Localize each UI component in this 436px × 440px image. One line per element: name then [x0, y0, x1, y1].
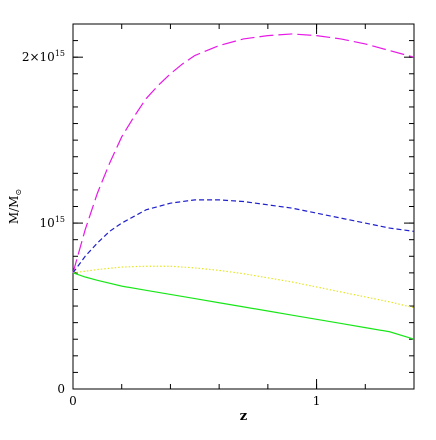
x-tick-label: 0 — [69, 394, 77, 408]
y-axis-label-subscript: ⊙ — [14, 189, 23, 196]
x-tick-label: 1 — [313, 394, 321, 408]
y-tick-label: 0 — [57, 382, 65, 396]
minor-ticks — [72, 23, 415, 390]
y-axis-label-main: M/M — [7, 196, 21, 225]
y-tick-label: 2×1015 — [22, 49, 65, 64]
y-axis-label: M/M⊙ — [7, 189, 23, 224]
series-line-3 — [72, 265, 415, 309]
major-ticks — [72, 24, 414, 390]
x-axis-label: z — [240, 409, 247, 424]
series-line-4 — [72, 272, 415, 340]
series-line-2 — [72, 199, 415, 274]
tick-labels: 0 1 0 1015 2×1015 — [22, 49, 321, 408]
plot-frame — [72, 23, 415, 390]
series-line-1 — [72, 33, 415, 274]
y-tick-label: 1015 — [40, 215, 65, 230]
series-layer — [72, 33, 415, 340]
